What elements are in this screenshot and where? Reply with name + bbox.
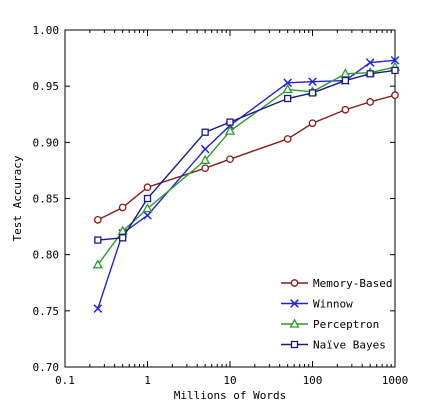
y-tick-label: 0.75 bbox=[33, 305, 60, 318]
data-point bbox=[143, 194, 152, 203]
y-axis-title: Test Accuracy bbox=[11, 155, 24, 241]
axes: 0.70 0.75 0.80 0.85 0.90 0.95 1.00 0.1 1 10 100 100… bbox=[11, 24, 408, 402]
data-point bbox=[283, 135, 292, 143]
series-3 bbox=[94, 66, 399, 244]
legend-marker bbox=[290, 299, 299, 308]
data-point bbox=[142, 203, 153, 213]
data-point bbox=[200, 144, 210, 154]
legend-label: Memory-Based bbox=[313, 277, 392, 290]
data-point bbox=[118, 203, 127, 212]
series-line bbox=[97, 94, 396, 221]
x-tick-label: 100 bbox=[303, 374, 323, 387]
data-point bbox=[94, 236, 102, 244]
data-point bbox=[366, 98, 375, 106]
data-point bbox=[201, 164, 210, 173]
legend-marker bbox=[290, 340, 299, 349]
y-tick-label: 0.70 bbox=[33, 361, 60, 374]
data-point bbox=[92, 259, 103, 269]
y-tick-label: 1.00 bbox=[33, 24, 60, 37]
data-point bbox=[119, 234, 127, 242]
x-axis-title: Millions of Words bbox=[174, 389, 287, 402]
x-tick-label: 10 bbox=[223, 374, 236, 387]
legend-item: Memory-Based bbox=[281, 277, 392, 290]
data-point bbox=[308, 89, 317, 97]
data-point bbox=[308, 77, 317, 87]
data-point bbox=[143, 183, 152, 192]
legend-label: Winnow bbox=[313, 298, 353, 311]
x-tick-label: 1000 bbox=[382, 374, 409, 387]
data-point bbox=[391, 91, 399, 100]
x-tick-label: 0.1 bbox=[55, 374, 75, 387]
data-point bbox=[226, 155, 234, 164]
data-point bbox=[390, 55, 400, 65]
data-point bbox=[391, 66, 399, 75]
data-point bbox=[117, 225, 128, 235]
series-line bbox=[97, 59, 396, 309]
series-layer bbox=[92, 55, 401, 313]
y-tick-label: 0.85 bbox=[33, 193, 60, 206]
data-point bbox=[143, 211, 152, 220]
legend-label: Perceptron bbox=[313, 318, 379, 331]
series-1 bbox=[93, 55, 400, 313]
legend-marker bbox=[290, 279, 299, 287]
data-point bbox=[365, 58, 375, 67]
legend-marker bbox=[289, 318, 300, 328]
data-point bbox=[201, 128, 209, 136]
data-point bbox=[200, 154, 211, 164]
legend: Memory-Based Winnow Perceptron Naïve Bayes bbox=[281, 277, 392, 352]
legend-label: Naïve Bayes bbox=[313, 339, 386, 352]
y-tick-label: 0.95 bbox=[33, 80, 60, 93]
data-point bbox=[226, 118, 234, 126]
x-tick-label: 1 bbox=[144, 374, 151, 387]
data-point bbox=[340, 68, 351, 78]
series-0 bbox=[93, 91, 399, 224]
data-point bbox=[224, 125, 236, 135]
data-point bbox=[366, 70, 374, 78]
data-point bbox=[93, 304, 103, 313]
series-line bbox=[97, 66, 396, 266]
legend-item: Perceptron bbox=[281, 318, 379, 331]
data-point bbox=[282, 83, 293, 94]
data-point bbox=[284, 94, 292, 103]
y-tick-label: 0.90 bbox=[33, 136, 60, 149]
series-line bbox=[97, 69, 396, 241]
legend-item: Naïve Bayes bbox=[281, 339, 386, 352]
data-point bbox=[341, 105, 350, 114]
data-point bbox=[93, 215, 102, 224]
data-point bbox=[341, 76, 349, 85]
y-tick-label: 0.80 bbox=[33, 249, 60, 262]
data-point bbox=[308, 119, 317, 128]
data-point bbox=[283, 78, 292, 88]
legend-item: Winnow bbox=[281, 298, 353, 311]
series-2 bbox=[92, 61, 401, 269]
